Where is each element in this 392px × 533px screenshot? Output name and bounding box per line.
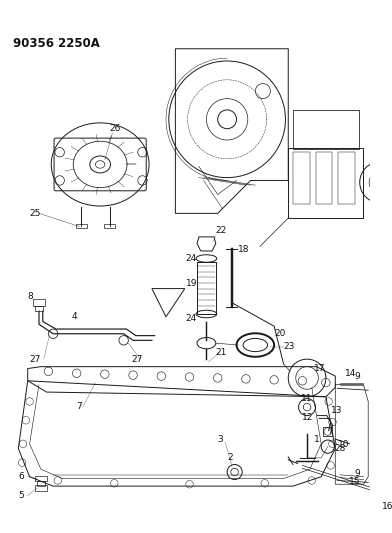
Text: 24: 24 <box>186 254 197 263</box>
Bar <box>197 262 216 314</box>
Text: 3: 3 <box>218 434 223 443</box>
Text: 9: 9 <box>354 470 360 479</box>
Text: 25: 25 <box>30 209 41 218</box>
Text: 16: 16 <box>382 502 392 511</box>
Bar <box>323 427 332 437</box>
Text: 23: 23 <box>283 342 295 351</box>
Bar <box>35 476 47 481</box>
Text: 8: 8 <box>28 292 33 301</box>
Bar <box>316 152 332 204</box>
Text: 20: 20 <box>274 329 285 338</box>
Text: 27: 27 <box>30 354 41 364</box>
Bar <box>293 110 359 149</box>
Bar <box>37 481 45 486</box>
Text: 9: 9 <box>354 372 360 381</box>
Text: 2: 2 <box>227 454 233 463</box>
Text: 15: 15 <box>349 477 361 486</box>
Text: 18: 18 <box>238 245 250 254</box>
Text: 1: 1 <box>314 434 319 443</box>
Text: 6: 6 <box>18 472 24 481</box>
Bar <box>76 224 87 229</box>
Text: 28: 28 <box>334 444 346 453</box>
Text: 22: 22 <box>216 226 227 235</box>
Bar <box>338 152 355 204</box>
Text: 7: 7 <box>76 402 82 410</box>
Text: 90356 2250A: 90356 2250A <box>13 37 100 50</box>
Text: 24: 24 <box>186 314 197 323</box>
Bar <box>35 485 47 491</box>
Text: 10: 10 <box>338 440 350 449</box>
Text: 13: 13 <box>330 406 342 415</box>
Bar <box>288 148 363 218</box>
Text: 26: 26 <box>109 124 121 133</box>
Text: 27: 27 <box>131 354 143 364</box>
Text: 12: 12 <box>302 413 314 422</box>
Text: 21: 21 <box>216 348 227 357</box>
Bar <box>293 152 310 204</box>
Text: 14: 14 <box>345 369 356 378</box>
Bar <box>35 306 43 311</box>
Text: 19: 19 <box>186 279 197 288</box>
Bar <box>33 299 45 306</box>
Text: 4: 4 <box>72 312 78 321</box>
Text: 5: 5 <box>18 491 24 500</box>
Text: 11: 11 <box>301 394 312 403</box>
Bar <box>104 224 115 229</box>
Text: 17: 17 <box>314 364 325 373</box>
